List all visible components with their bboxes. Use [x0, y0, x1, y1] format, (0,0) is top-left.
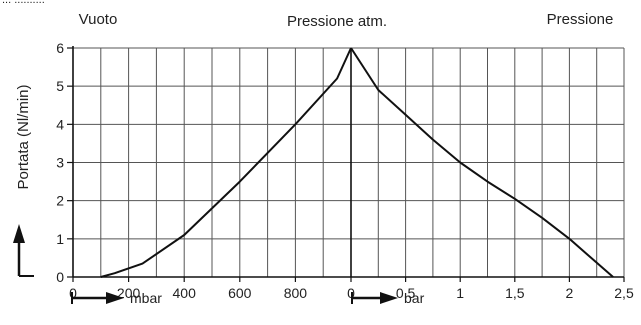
- y-tick-label: 6: [56, 40, 64, 56]
- bar-unit-label: bar: [404, 290, 425, 306]
- mbar-unit-label: mbar: [130, 290, 162, 306]
- x-tick-label-bar: 2: [566, 285, 574, 301]
- x-tick-label-bar: 2,5: [614, 285, 634, 301]
- x-tick-label-bar: 1: [456, 285, 464, 301]
- y-tick-label: 1: [56, 231, 64, 247]
- header-atm-pressure: Pressione atm.: [287, 13, 387, 30]
- cut-off-header: ... ..........: [2, 0, 45, 6]
- bar-arrow-icon: [352, 292, 398, 304]
- x-tick-label-mbar: 400: [173, 285, 197, 301]
- y-tick-label: 2: [56, 193, 64, 209]
- y-tick-label: 3: [56, 155, 64, 171]
- x-tick-label-bar: 1,5: [505, 285, 525, 301]
- y-tick-label: 5: [56, 78, 64, 94]
- y-tick-labels: 0 1 2 3 4 5 6: [56, 40, 64, 285]
- flow-direction-arrow-icon: [13, 224, 34, 276]
- y-tick-label: 0: [56, 269, 64, 285]
- header-vacuum: Vuoto: [79, 11, 118, 28]
- header-pressure: Pressione: [547, 11, 614, 28]
- y-tick-label: 4: [56, 116, 64, 132]
- y-axis-label: Portata (Nl/min): [15, 84, 32, 189]
- x-tick-label-mbar: 800: [284, 285, 308, 301]
- grid: [73, 48, 624, 277]
- axes: [67, 46, 624, 282]
- x-tick-label-mbar: 600: [228, 285, 252, 301]
